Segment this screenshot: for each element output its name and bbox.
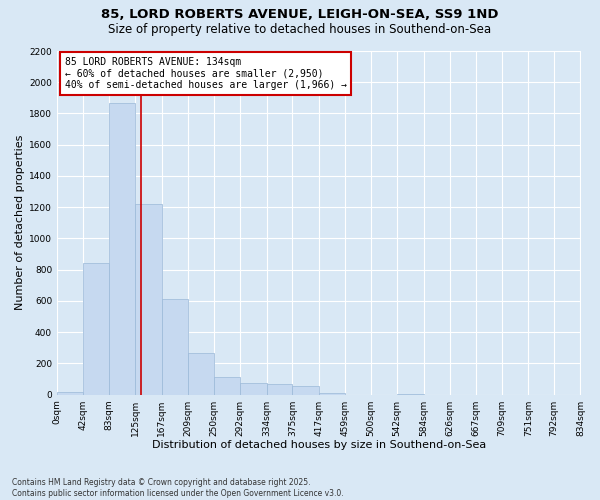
- Bar: [83, 264, 109, 394]
- Bar: [214, 378, 241, 394]
- Y-axis label: Number of detached properties: Number of detached properties: [15, 135, 25, 310]
- Bar: [292, 386, 319, 394]
- Text: 85 LORD ROBERTS AVENUE: 134sqm
← 60% of detached houses are smaller (2,950)
40% : 85 LORD ROBERTS AVENUE: 134sqm ← 60% of …: [65, 57, 347, 90]
- Bar: [266, 384, 292, 394]
- Bar: [319, 393, 345, 394]
- Bar: [162, 300, 188, 394]
- X-axis label: Distribution of detached houses by size in Southend-on-Sea: Distribution of detached houses by size …: [152, 440, 486, 450]
- Bar: [188, 353, 214, 395]
- Text: 85, LORD ROBERTS AVENUE, LEIGH-ON-SEA, SS9 1ND: 85, LORD ROBERTS AVENUE, LEIGH-ON-SEA, S…: [101, 8, 499, 20]
- Bar: [57, 392, 83, 394]
- Text: Contains HM Land Registry data © Crown copyright and database right 2025.
Contai: Contains HM Land Registry data © Crown c…: [12, 478, 344, 498]
- Text: Size of property relative to detached houses in Southend-on-Sea: Size of property relative to detached ho…: [109, 22, 491, 36]
- Bar: [241, 384, 266, 394]
- Bar: [109, 102, 136, 395]
- Bar: [136, 204, 162, 394]
